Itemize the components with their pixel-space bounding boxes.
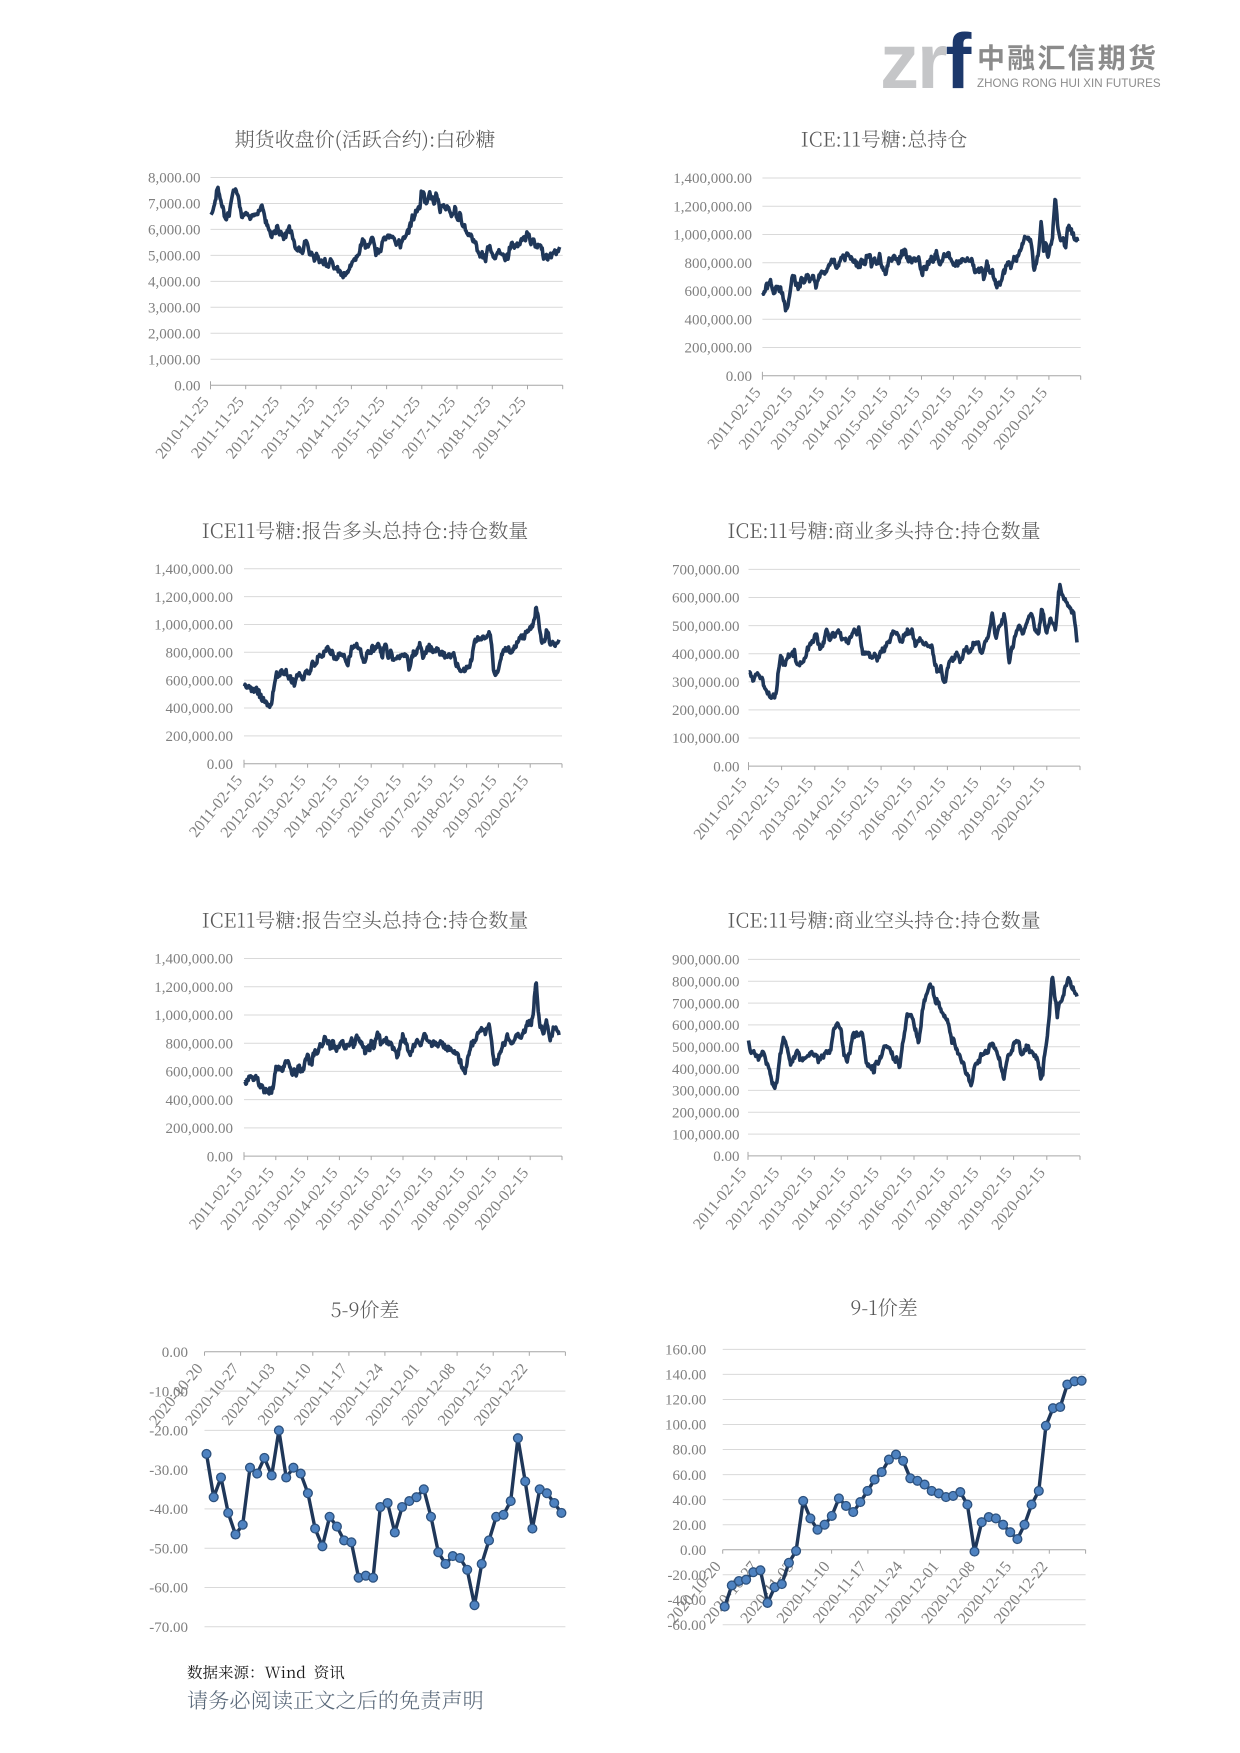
- svg-text:1,400,000.00: 1,400,000.00: [154, 952, 233, 968]
- svg-text:500,000.00: 500,000.00: [672, 1040, 740, 1056]
- svg-text:80.00: 80.00: [672, 1443, 706, 1459]
- svg-text:800,000.00: 800,000.00: [685, 256, 753, 272]
- svg-text:1,200,000.00: 1,200,000.00: [154, 980, 233, 996]
- svg-text:-40.00: -40.00: [149, 1502, 188, 1518]
- svg-text:700,000.00: 700,000.00: [672, 996, 740, 1012]
- svg-text:1,000.00: 1,000.00: [148, 352, 201, 368]
- svg-text:0.00: 0.00: [713, 1149, 739, 1165]
- svg-text:8,000.00: 8,000.00: [148, 171, 201, 187]
- svg-text:700,000.00: 700,000.00: [672, 563, 740, 579]
- svg-text:600,000.00: 600,000.00: [685, 284, 753, 300]
- svg-text:600,000.00: 600,000.00: [166, 673, 234, 689]
- svg-text:0.00: 0.00: [726, 369, 752, 385]
- svg-text:600,000.00: 600,000.00: [166, 1065, 234, 1081]
- svg-text:140.00: 140.00: [665, 1368, 706, 1384]
- svg-text:40.00: 40.00: [672, 1493, 706, 1509]
- svg-text:200,000.00: 200,000.00: [166, 729, 234, 745]
- svg-text:-20.00: -20.00: [667, 1568, 706, 1584]
- svg-text:-40.00: -40.00: [667, 1593, 706, 1609]
- svg-text:1,000,000.00: 1,000,000.00: [154, 1008, 233, 1024]
- svg-text:200,000.00: 200,000.00: [166, 1121, 234, 1137]
- svg-text:2,000.00: 2,000.00: [148, 327, 201, 343]
- svg-text:400,000.00: 400,000.00: [672, 1062, 740, 1078]
- svg-text:-30.00: -30.00: [149, 1463, 188, 1479]
- svg-text:3,000.00: 3,000.00: [148, 301, 201, 317]
- svg-text:0.00: 0.00: [680, 1543, 706, 1559]
- svg-text:1,200,000.00: 1,200,000.00: [154, 590, 233, 606]
- svg-text:400,000.00: 400,000.00: [166, 1093, 234, 1109]
- svg-text:800,000.00: 800,000.00: [166, 646, 234, 662]
- svg-text:-70.00: -70.00: [149, 1620, 188, 1636]
- svg-text:6,000.00: 6,000.00: [148, 223, 201, 239]
- svg-text:-20.00: -20.00: [149, 1424, 188, 1440]
- svg-text:200,000.00: 200,000.00: [685, 341, 753, 357]
- svg-text:-60.00: -60.00: [667, 1618, 706, 1634]
- svg-text:0.00: 0.00: [207, 757, 233, 773]
- svg-text:1,400,000.00: 1,400,000.00: [154, 562, 233, 578]
- svg-text:-60.00: -60.00: [149, 1581, 188, 1597]
- svg-text:100.00: 100.00: [665, 1418, 706, 1434]
- svg-text:1,000,000.00: 1,000,000.00: [673, 228, 752, 244]
- svg-text:0.00: 0.00: [207, 1149, 233, 1165]
- svg-text:60.00: 60.00: [672, 1468, 706, 1484]
- svg-text:5,000.00: 5,000.00: [148, 249, 201, 265]
- svg-text:200,000.00: 200,000.00: [672, 1105, 740, 1121]
- svg-text:7,000.00: 7,000.00: [148, 197, 201, 213]
- svg-text:0.00: 0.00: [162, 1345, 188, 1361]
- svg-text:900,000.00: 900,000.00: [672, 953, 740, 969]
- svg-text:800,000.00: 800,000.00: [166, 1036, 234, 1052]
- svg-text:500,000.00: 500,000.00: [672, 619, 740, 635]
- svg-text:400,000.00: 400,000.00: [672, 647, 740, 663]
- svg-text:300,000.00: 300,000.00: [672, 675, 740, 691]
- svg-text:400,000.00: 400,000.00: [166, 701, 234, 717]
- svg-text:1,000,000.00: 1,000,000.00: [154, 618, 233, 634]
- svg-text:120.00: 120.00: [665, 1393, 706, 1409]
- svg-text:4,000.00: 4,000.00: [148, 275, 201, 291]
- svg-text:300,000.00: 300,000.00: [672, 1084, 740, 1100]
- svg-text:ZHONG RONG HUI XIN FUTURES: ZHONG RONG HUI XIN FUTURES: [977, 77, 1161, 90]
- svg-text:1,400,000.00: 1,400,000.00: [673, 171, 752, 187]
- svg-text:0.00: 0.00: [713, 759, 739, 775]
- svg-text:-50.00: -50.00: [149, 1541, 188, 1557]
- svg-text:100,000.00: 100,000.00: [672, 1127, 740, 1143]
- svg-text:800,000.00: 800,000.00: [672, 974, 740, 990]
- svg-text:zrf: zrf: [880, 17, 972, 105]
- svg-text:160.00: 160.00: [665, 1343, 706, 1359]
- svg-text:600,000.00: 600,000.00: [672, 1018, 740, 1034]
- svg-text:-10.00: -10.00: [149, 1384, 188, 1400]
- svg-text:0.00: 0.00: [174, 378, 200, 394]
- svg-text:1,200,000.00: 1,200,000.00: [673, 200, 752, 216]
- svg-text:100,000.00: 100,000.00: [672, 731, 740, 747]
- svg-text:600,000.00: 600,000.00: [672, 591, 740, 607]
- svg-text:200,000.00: 200,000.00: [672, 703, 740, 719]
- svg-text:20.00: 20.00: [672, 1518, 706, 1534]
- svg-text:400,000.00: 400,000.00: [685, 313, 753, 329]
